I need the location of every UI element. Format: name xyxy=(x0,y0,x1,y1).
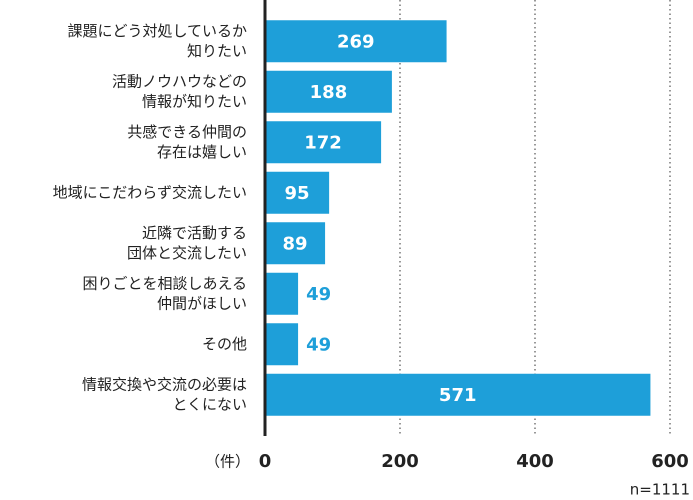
bar xyxy=(265,373,651,416)
bar xyxy=(265,323,299,366)
x-axis-label: （件） xyxy=(205,453,250,471)
y-tick-label: とくにない xyxy=(172,395,247,413)
y-tick-label: その他 xyxy=(202,335,247,353)
y-tick-label: 共感できる仲間の xyxy=(127,123,247,141)
y-tick-label: 仲間がほしい xyxy=(157,294,247,312)
value-label: 95 xyxy=(285,183,310,204)
y-tick-label: 活動ノウハウなどの xyxy=(112,72,247,90)
bar xyxy=(265,222,326,265)
value-label: 49 xyxy=(306,284,331,305)
bar xyxy=(265,171,330,214)
y-tick-label: 課題にどう対処しているか xyxy=(67,22,247,40)
bar xyxy=(265,272,299,315)
y-tick-label: 近隣で活動する xyxy=(142,224,247,242)
x-tick-label: 400 xyxy=(516,451,554,472)
value-label: 89 xyxy=(283,233,308,254)
note: n=1111 xyxy=(630,481,690,499)
y-tick-label: 困りごとを相談しあえる xyxy=(82,274,247,292)
value-label: 188 xyxy=(310,82,348,103)
x-tick-label: 0 xyxy=(259,451,272,472)
bar xyxy=(265,20,447,63)
value-label: 49 xyxy=(306,334,331,355)
x-tick-label: 200 xyxy=(381,451,419,472)
y-tick-label: 団体と交流したい xyxy=(127,244,247,262)
value-label: 571 xyxy=(439,385,477,406)
y-tick-label: 地域にこだわらず交流したい xyxy=(53,183,247,201)
y-tick-label: 存在は嬉しい xyxy=(157,143,247,161)
y-tick-label: 情報が知りたい xyxy=(142,92,247,110)
bar xyxy=(265,70,392,113)
y-tick-label: 知りたい xyxy=(187,42,247,60)
value-label: 269 xyxy=(337,31,375,52)
y-tick-label: 情報交換や交流の必要は xyxy=(82,375,247,393)
value-label: 172 xyxy=(304,132,342,153)
bar xyxy=(265,121,382,164)
x-tick-label: 600 xyxy=(651,451,689,472)
